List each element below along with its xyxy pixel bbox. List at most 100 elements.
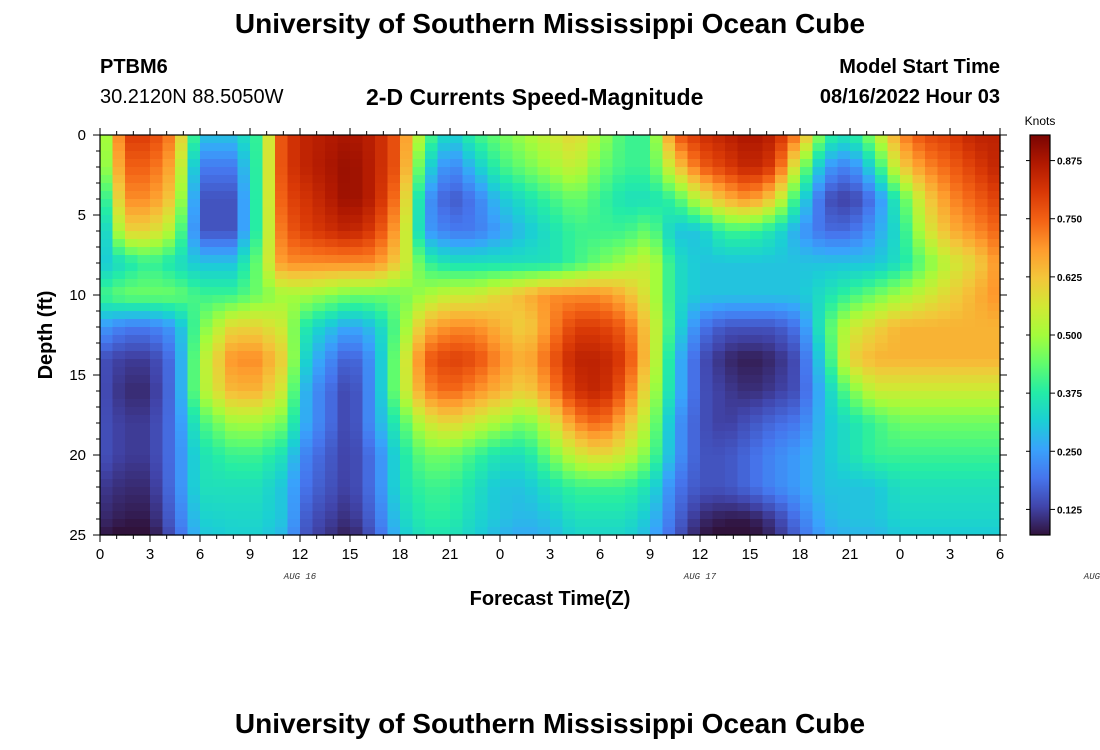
- heatmap-cell: [450, 351, 464, 360]
- heatmap-cell: [487, 519, 501, 528]
- heatmap-cell: [850, 439, 864, 448]
- heatmap-cell: [787, 151, 801, 160]
- heatmap-cell: [762, 415, 776, 424]
- heatmap-cell: [800, 495, 814, 504]
- heatmap-cell: [475, 287, 489, 296]
- heatmap-cell: [387, 135, 401, 144]
- heatmap-cell: [412, 143, 426, 152]
- heatmap-cell: [887, 351, 901, 360]
- heatmap-cell: [550, 351, 564, 360]
- heatmap-cell: [287, 527, 301, 536]
- colorbar-tick-label: 0.875: [1057, 157, 1082, 168]
- heatmap-cell: [412, 367, 426, 376]
- heatmap-cell: [700, 231, 714, 240]
- heatmap-cell: [425, 335, 439, 344]
- heatmap-cell: [112, 159, 126, 168]
- heatmap-cell: [312, 239, 326, 248]
- heatmap-cell: [575, 303, 589, 312]
- heatmap-cell: [237, 263, 251, 272]
- heatmap-cell: [987, 239, 1001, 248]
- heatmap-cell: [662, 479, 676, 488]
- heatmap-cell: [912, 255, 926, 264]
- heatmap-cell: [850, 367, 864, 376]
- heatmap-cell: [812, 279, 826, 288]
- heatmap-cell: [725, 519, 739, 528]
- heatmap-cell: [975, 271, 989, 280]
- heatmap-cell: [187, 343, 201, 352]
- heatmap-cell: [550, 183, 564, 192]
- heatmap-cell: [825, 479, 839, 488]
- heatmap-cell: [487, 463, 501, 472]
- heatmap-cell: [837, 439, 851, 448]
- heatmap-cell: [287, 519, 301, 528]
- heatmap-cell: [787, 207, 801, 216]
- heatmap-cell: [487, 263, 501, 272]
- heatmap-cell: [325, 407, 339, 416]
- heatmap-cell: [437, 167, 451, 176]
- heatmap-cell: [400, 231, 414, 240]
- heatmap-cell: [375, 287, 389, 296]
- heatmap-cell: [587, 311, 601, 320]
- heatmap-cell: [987, 495, 1001, 504]
- heatmap-cell: [962, 519, 976, 528]
- heatmap-cell: [500, 527, 514, 536]
- heatmap-cell: [675, 175, 689, 184]
- heatmap-cell: [900, 335, 914, 344]
- heatmap-cell: [950, 423, 964, 432]
- heatmap-cell: [887, 447, 901, 456]
- heatmap-cell: [312, 375, 326, 384]
- heatmap-cell: [562, 271, 576, 280]
- heatmap-cell: [662, 135, 676, 144]
- heatmap-cell: [362, 327, 376, 336]
- heatmap-cell: [925, 159, 939, 168]
- heatmap-cell: [325, 479, 339, 488]
- heatmap-cell: [887, 247, 901, 256]
- heatmap-cell: [375, 511, 389, 520]
- heatmap-cell: [137, 199, 151, 208]
- heatmap-cell: [625, 351, 639, 360]
- heatmap-cell: [862, 183, 876, 192]
- heatmap-cell: [575, 487, 589, 496]
- heatmap-cell: [562, 423, 576, 432]
- heatmap-cell: [237, 503, 251, 512]
- heatmap-cell: [687, 175, 701, 184]
- heatmap-cell: [650, 319, 664, 328]
- heatmap-cell: [112, 191, 126, 200]
- heatmap-cell: [237, 487, 251, 496]
- heatmap-cell: [262, 399, 276, 408]
- heatmap-cell: [887, 295, 901, 304]
- heatmap-cell: [362, 151, 376, 160]
- heatmap-cell: [875, 175, 889, 184]
- heatmap-cell: [412, 151, 426, 160]
- heatmap-cell: [425, 279, 439, 288]
- heatmap-cell: [412, 351, 426, 360]
- heatmap-cell: [537, 383, 551, 392]
- heatmap-cell: [425, 231, 439, 240]
- heatmap-cell: [150, 431, 164, 440]
- heatmap-cell: [212, 327, 226, 336]
- heatmap-cell: [625, 151, 639, 160]
- heatmap-cell: [525, 431, 539, 440]
- heatmap-cell: [937, 279, 951, 288]
- heatmap-cell: [475, 399, 489, 408]
- heatmap-cell: [637, 231, 651, 240]
- heatmap-cell: [887, 191, 901, 200]
- heatmap-cell: [800, 399, 814, 408]
- heatmap-cell: [675, 487, 689, 496]
- heatmap-cell: [175, 375, 189, 384]
- heatmap-cell: [187, 143, 201, 152]
- heatmap-cell: [737, 415, 751, 424]
- heatmap-cell: [125, 415, 139, 424]
- heatmap-cell: [637, 463, 651, 472]
- heatmap-cell: [437, 223, 451, 232]
- heatmap-cell: [162, 431, 176, 440]
- heatmap-cell: [625, 271, 639, 280]
- heatmap-cell: [350, 231, 364, 240]
- heatmap-cell: [325, 375, 339, 384]
- heatmap-cell: [150, 159, 164, 168]
- heatmap-cell: [775, 191, 789, 200]
- heatmap-cell: [400, 319, 414, 328]
- heatmap-cell: [712, 415, 726, 424]
- heatmap-cell: [462, 399, 476, 408]
- heatmap-cell: [712, 175, 726, 184]
